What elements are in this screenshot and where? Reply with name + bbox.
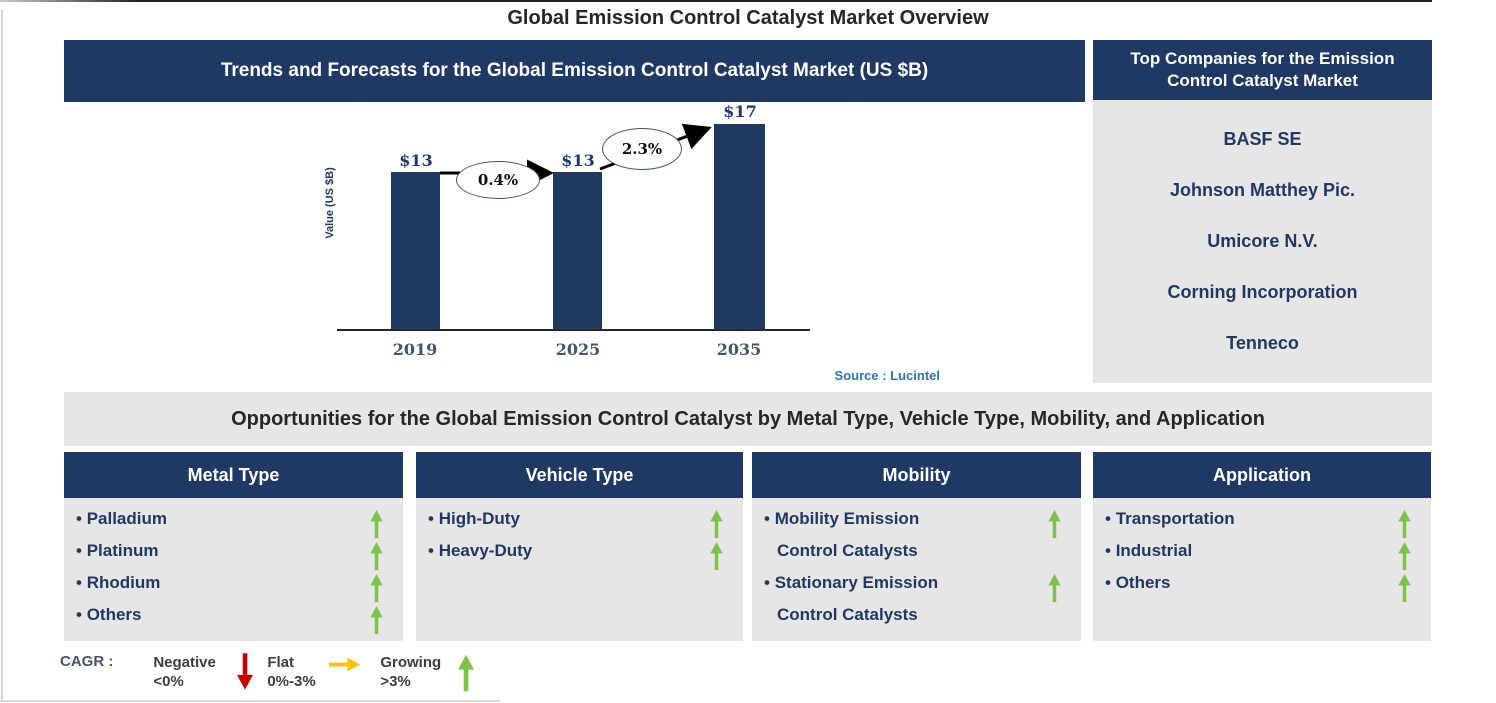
x-tick-label: 2019 — [392, 340, 438, 359]
list-item: Stationary Emission — [764, 573, 1061, 605]
list-item-continuation: Control Catalysts — [764, 605, 1061, 637]
item-label: Transportation — [1105, 509, 1235, 529]
x-tick-label: 2035 — [716, 340, 762, 359]
list-item: Others — [76, 605, 383, 637]
column-vehicle-type: Vehicle Type High-Duty Heavy-Duty — [416, 452, 743, 641]
top-companies-list: BASF SE Johnson Matthey Pic. Umicore N.V… — [1093, 100, 1432, 383]
bar-value-label: $13 — [561, 151, 595, 170]
up-arrow-icon — [1398, 574, 1411, 602]
up-arrow-icon — [710, 510, 723, 538]
column-header: Vehicle Type — [416, 452, 743, 498]
list-item: Mobility Emission — [764, 509, 1061, 541]
opportunities-header: Opportunities for the Global Emission Co… — [64, 392, 1432, 446]
column-body: Mobility Emission Control Catalysts Stat… — [752, 498, 1081, 641]
legend-item-negative: Negative <0% — [153, 653, 235, 691]
cagr-oval-2019-2025: 0.4% — [456, 161, 540, 199]
list-item: Rhodium — [76, 573, 383, 605]
company-item: Corning Incorporation — [1167, 282, 1358, 302]
column-header: Metal Type — [64, 452, 403, 498]
legend-range: 0%-3% — [267, 673, 316, 690]
bar-value-label: $13 — [399, 151, 433, 170]
up-arrow-icon — [710, 542, 723, 570]
list-item: High-Duty — [428, 509, 723, 541]
chart-x-axis — [337, 329, 810, 331]
up-arrow-icon — [370, 510, 383, 538]
item-label: Platinum — [76, 541, 159, 561]
top-border-line — [0, 0, 1432, 2]
item-label: Rhodium — [76, 573, 161, 593]
item-label: Others — [1105, 573, 1171, 593]
list-item: Heavy-Duty — [428, 541, 723, 573]
up-arrow-icon — [370, 542, 383, 570]
item-label: Industrial — [1105, 541, 1193, 561]
company-item: Johnson Matthey Pic. — [1169, 180, 1356, 200]
cagr-legend: CAGR : Negative <0% Flat 0%-3% Growing >… — [60, 653, 475, 693]
item-label: Others — [76, 605, 142, 625]
cagr-value: 0.4% — [477, 171, 519, 189]
cagr-oval-2025-2035: 2.3% — [602, 128, 682, 170]
page-title: Global Emission Control Catalyst Market … — [507, 7, 989, 29]
list-item: Transportation — [1105, 509, 1411, 541]
left-border-line — [1, 10, 3, 700]
bar-value-label: $17 — [723, 102, 757, 121]
item-label: Palladium — [76, 509, 167, 529]
item-label-line2: Control Catalysts — [777, 541, 918, 560]
up-arrow-icon — [370, 574, 383, 602]
item-label: High-Duty — [428, 509, 520, 529]
up-arrow-icon — [1398, 542, 1411, 570]
legend-range: >3% — [380, 673, 411, 690]
list-item: Platinum — [76, 541, 383, 573]
company-item: Tenneco — [1226, 333, 1299, 353]
up-arrow-icon — [370, 606, 383, 634]
x-tick-label: 2025 — [555, 340, 601, 359]
column-mobility: Mobility Mobility Emission Control Catal… — [752, 452, 1081, 641]
right-arrow-icon — [329, 657, 361, 672]
legend-prefix: CAGR : — [60, 653, 114, 670]
list-item-continuation: Control Catalysts — [764, 541, 1061, 573]
list-item: Industrial — [1105, 541, 1411, 573]
column-header: Application — [1093, 452, 1431, 498]
legend-label: Growing — [380, 654, 442, 671]
column-body: High-Duty Heavy-Duty — [416, 498, 743, 641]
chart-bar-2025 — [553, 172, 602, 329]
column-metal-type: Metal Type Palladium Platinum Rhodium Ot… — [64, 452, 403, 641]
chart-bar-2019 — [391, 172, 440, 329]
column-header: Mobility — [752, 452, 1081, 498]
legend-label: Negative — [153, 654, 216, 671]
item-label: Mobility Emission — [764, 509, 920, 529]
column-body: Palladium Platinum Rhodium Others — [64, 498, 403, 641]
legend-range: <0% — [153, 673, 184, 690]
up-arrow-icon — [458, 654, 475, 692]
legend-label: Flat — [267, 654, 294, 671]
chart-bar-2035 — [714, 124, 765, 329]
item-label-line2: Control Catalysts — [777, 605, 918, 624]
cagr-value: 2.3% — [621, 140, 663, 158]
up-arrow-icon — [1398, 510, 1411, 538]
company-item: BASF SE — [1223, 129, 1302, 149]
item-label: Stationary Emission — [764, 573, 938, 593]
top-companies-header: Top Companies for the Emission Control C… — [1093, 40, 1432, 100]
legend-item-growing: Growing >3% — [380, 653, 452, 691]
bottom-border-line — [0, 700, 500, 702]
down-arrow-icon — [237, 653, 254, 690]
column-body: Transportation Industrial Others — [1093, 498, 1431, 641]
list-item: Others — [1105, 573, 1411, 605]
legend-item-flat: Flat 0%-3% — [267, 653, 329, 691]
company-item: Umicore N.V. — [1207, 231, 1318, 251]
list-item: Palladium — [76, 509, 383, 541]
up-arrow-icon — [1048, 574, 1061, 602]
trends-panel-header: Trends and Forecasts for the Global Emis… — [64, 40, 1085, 102]
column-application: Application Transportation Industrial Ot… — [1093, 452, 1431, 641]
source-note: Source : Lucintel — [834, 368, 940, 383]
up-arrow-icon — [1048, 510, 1061, 538]
item-label: Heavy-Duty — [428, 541, 533, 561]
